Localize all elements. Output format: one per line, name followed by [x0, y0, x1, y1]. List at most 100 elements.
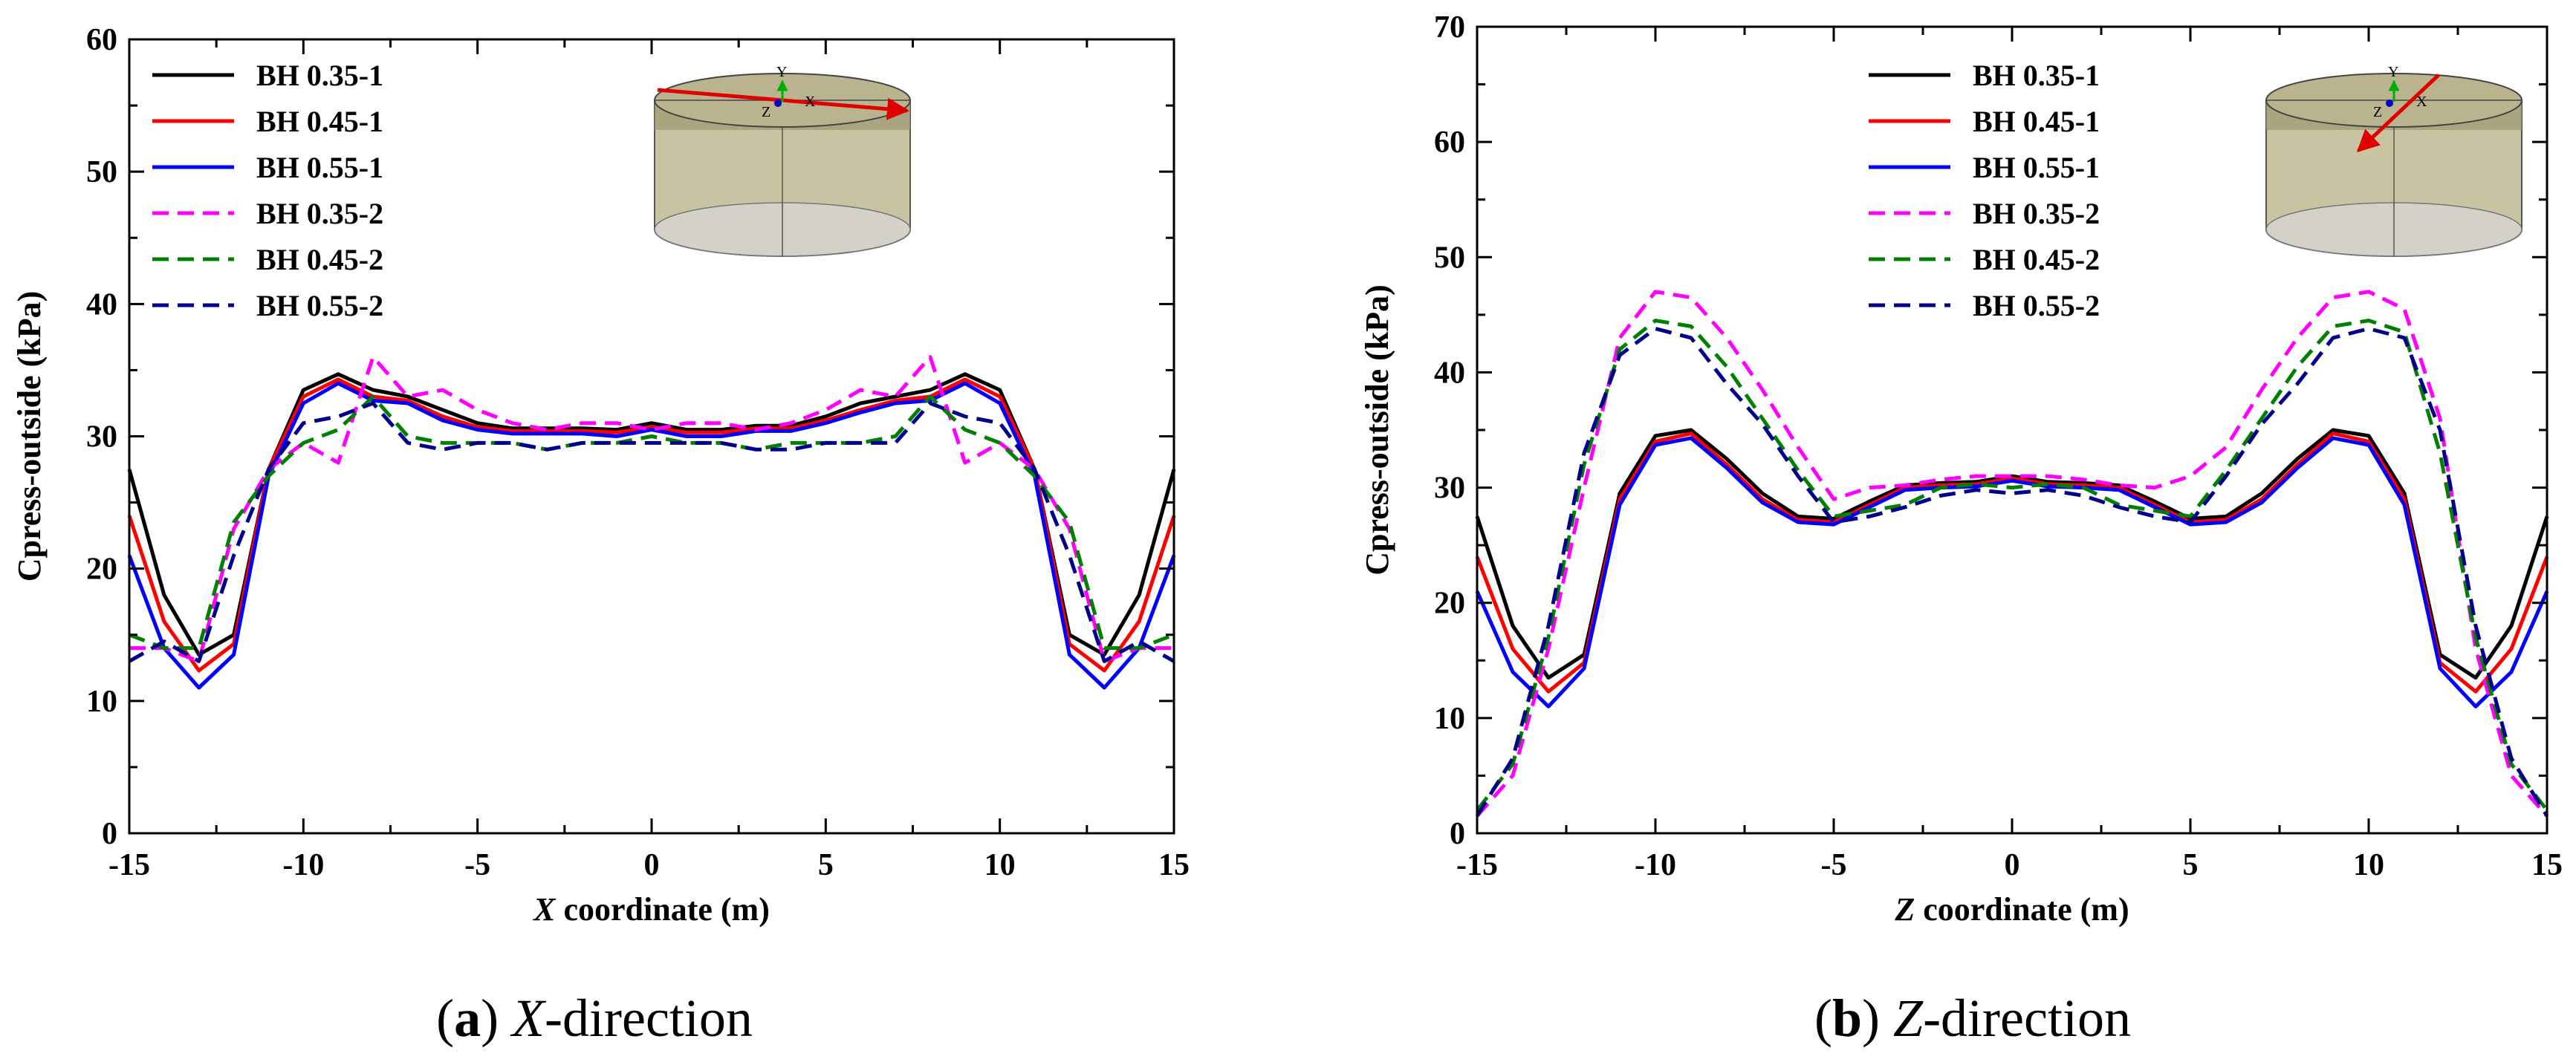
- legend-label: BH 0.45-1: [256, 105, 383, 138]
- legend-label: BH 0.55-1: [256, 151, 383, 184]
- x-axis-label-var: Z: [1894, 891, 1915, 928]
- legend-item: BH 0.55-2: [1869, 289, 2100, 322]
- x-tick-label: 10: [984, 848, 1016, 882]
- inset-y-label: Y: [2388, 64, 2398, 80]
- inset-z-label: Z: [2373, 104, 2382, 120]
- legend-item: BH 0.55-1: [1869, 151, 2100, 184]
- x-axis-label-rest: coordinate (m): [1915, 891, 2129, 928]
- chart-panel-x-direction: -15 -10 -5 0 5 10 15 0 10 20 30 40 50 60 Cpress-outsi…: [11, 23, 1190, 1048]
- y-tick-label: 20: [86, 553, 117, 587]
- legend-item: BH 0.45-1: [1869, 105, 2100, 138]
- y-tick-label: 50: [1434, 241, 1465, 275]
- legend-label: BH 0.35-2: [1973, 197, 2100, 230]
- series-line-bh-0-45-1: [127, 377, 1176, 673]
- legend: BH 0.35-1 BH 0.45-1 BH 0.55-1 BH 0.35-2 BH 0…: [152, 59, 383, 322]
- caption-paren-open: (: [1814, 988, 1832, 1048]
- x-tick-label: 5: [818, 848, 834, 882]
- y-tick-label: 40: [1434, 356, 1465, 390]
- x-tick-label: -10: [282, 848, 324, 882]
- series-line-bh-0-55-1: [1475, 436, 2549, 708]
- caption-letter: a: [454, 988, 481, 1048]
- legend-item: BH 0.55-1: [152, 151, 383, 184]
- legend-label: BH 0.45-2: [256, 243, 383, 276]
- series-line-bh-0-55-1: [127, 381, 1176, 690]
- caption-b: (b) Z-direction: [1814, 988, 2131, 1048]
- x-axis-label: X coordinate (m): [532, 891, 770, 928]
- y-tick-label: 10: [1434, 702, 1465, 736]
- x-tick-label: 5: [2183, 848, 2199, 882]
- y-axis-label: Cpress-outside (kPa): [11, 291, 48, 582]
- caption-axis: X: [510, 988, 547, 1048]
- legend-label: BH 0.35-1: [256, 59, 383, 92]
- x-tick-label: 0: [2005, 848, 2020, 882]
- caption-paren-close: ): [481, 988, 512, 1048]
- caption-text: -direction: [545, 988, 753, 1048]
- x-tick-label: 15: [1158, 848, 1190, 882]
- x-tick-label: 15: [2531, 848, 2563, 882]
- cylinder-inset: Y X Z: [2265, 64, 2523, 257]
- y-tick-label: 0: [1450, 817, 1465, 851]
- legend-label: BH 0.55-2: [256, 289, 383, 322]
- x-tick-label: -10: [1635, 848, 1676, 882]
- legend-label: BH 0.45-1: [1973, 105, 2100, 138]
- legend-label: BH 0.35-2: [256, 197, 383, 230]
- series-line-bh-0-35-1: [127, 372, 1176, 657]
- legend-item: BH 0.55-2: [152, 289, 383, 322]
- legend-label: BH 0.55-1: [1973, 151, 2100, 184]
- series-line-bh-0-45-2: [1476, 319, 2549, 812]
- chart-panel-z-direction: -15 -10 -5 0 5 10 15 0 10 20 30 40 50 60 70 Cpress-out…: [1359, 10, 2563, 1048]
- y-axis-label: Cpress-outside (kPa): [1359, 284, 1395, 576]
- y-tick-label: 50: [86, 155, 117, 189]
- legend-item: BH 0.45-2: [152, 243, 383, 276]
- y-tick-label: 40: [86, 287, 117, 322]
- legend: BH 0.35-1 BH 0.45-1 BH 0.55-1 BH 0.35-2 BH 0…: [1869, 59, 2100, 322]
- inset-z-label: Z: [762, 104, 770, 120]
- x-tick-label: -15: [108, 848, 150, 882]
- cylinder-inset: Y X Z: [654, 64, 911, 257]
- inset-x-label: X: [805, 94, 816, 110]
- y-tick-label: 60: [86, 23, 117, 57]
- x-tick-label: -5: [464, 848, 490, 882]
- x-axis-label-var: X: [532, 891, 557, 928]
- x-tick-label: 0: [644, 848, 660, 882]
- x-axis-label: Z coordinate (m): [1894, 891, 2129, 928]
- legend-label: BH 0.45-2: [1973, 243, 2100, 276]
- x-axis-label-rest: coordinate (m): [555, 891, 769, 928]
- x-tick-label: 10: [2353, 848, 2384, 882]
- series-line-bh-0-55-2: [128, 401, 1175, 663]
- series-line-bh-0-45-2: [129, 394, 1175, 651]
- caption-paren-open: (: [436, 988, 454, 1048]
- y-tick-label: 70: [1434, 10, 1465, 45]
- y-tick-label: 30: [86, 420, 117, 455]
- caption-letter: b: [1832, 988, 1862, 1048]
- caption-axis: Z: [1893, 988, 1924, 1048]
- caption-paren-close: ): [1862, 988, 1893, 1048]
- series-line-bh-0-55-2: [1475, 327, 2549, 818]
- y-tick-label: 0: [102, 817, 117, 851]
- legend-item: BH 0.45-1: [152, 105, 383, 138]
- origin-dot: [2386, 100, 2393, 107]
- legend-item: BH 0.35-2: [152, 197, 383, 230]
- series-line-bh-0-35-2: [129, 355, 1174, 663]
- direction-arrow: [2356, 74, 2440, 153]
- caption-text: -direction: [1923, 988, 2131, 1048]
- x-tick-label: -15: [1456, 848, 1498, 882]
- y-tick-label: 20: [1434, 587, 1465, 621]
- legend-label: BH 0.55-2: [1973, 289, 2100, 322]
- legend-item: BH 0.35-1: [1869, 59, 2100, 92]
- series-line-bh-0-35-1: [1475, 428, 2549, 680]
- legend-item: BH 0.35-1: [152, 59, 383, 92]
- inset-y-label: Y: [776, 64, 787, 80]
- origin-dot: [774, 100, 782, 107]
- legend-item: BH 0.45-2: [1869, 243, 2100, 276]
- caption-a: (a) X-direction: [436, 988, 753, 1048]
- y-tick-label: 30: [1434, 472, 1465, 506]
- legend-label: BH 0.35-1: [1973, 59, 2100, 92]
- x-tick-label: -5: [1821, 848, 1847, 882]
- y-tick-label: 60: [1434, 126, 1465, 160]
- y-tick-label: 10: [86, 685, 117, 719]
- series-line-bh-0-35-2: [1476, 290, 2549, 818]
- legend-item: BH 0.35-2: [1869, 197, 2100, 230]
- inset-x-label: X: [2416, 94, 2427, 110]
